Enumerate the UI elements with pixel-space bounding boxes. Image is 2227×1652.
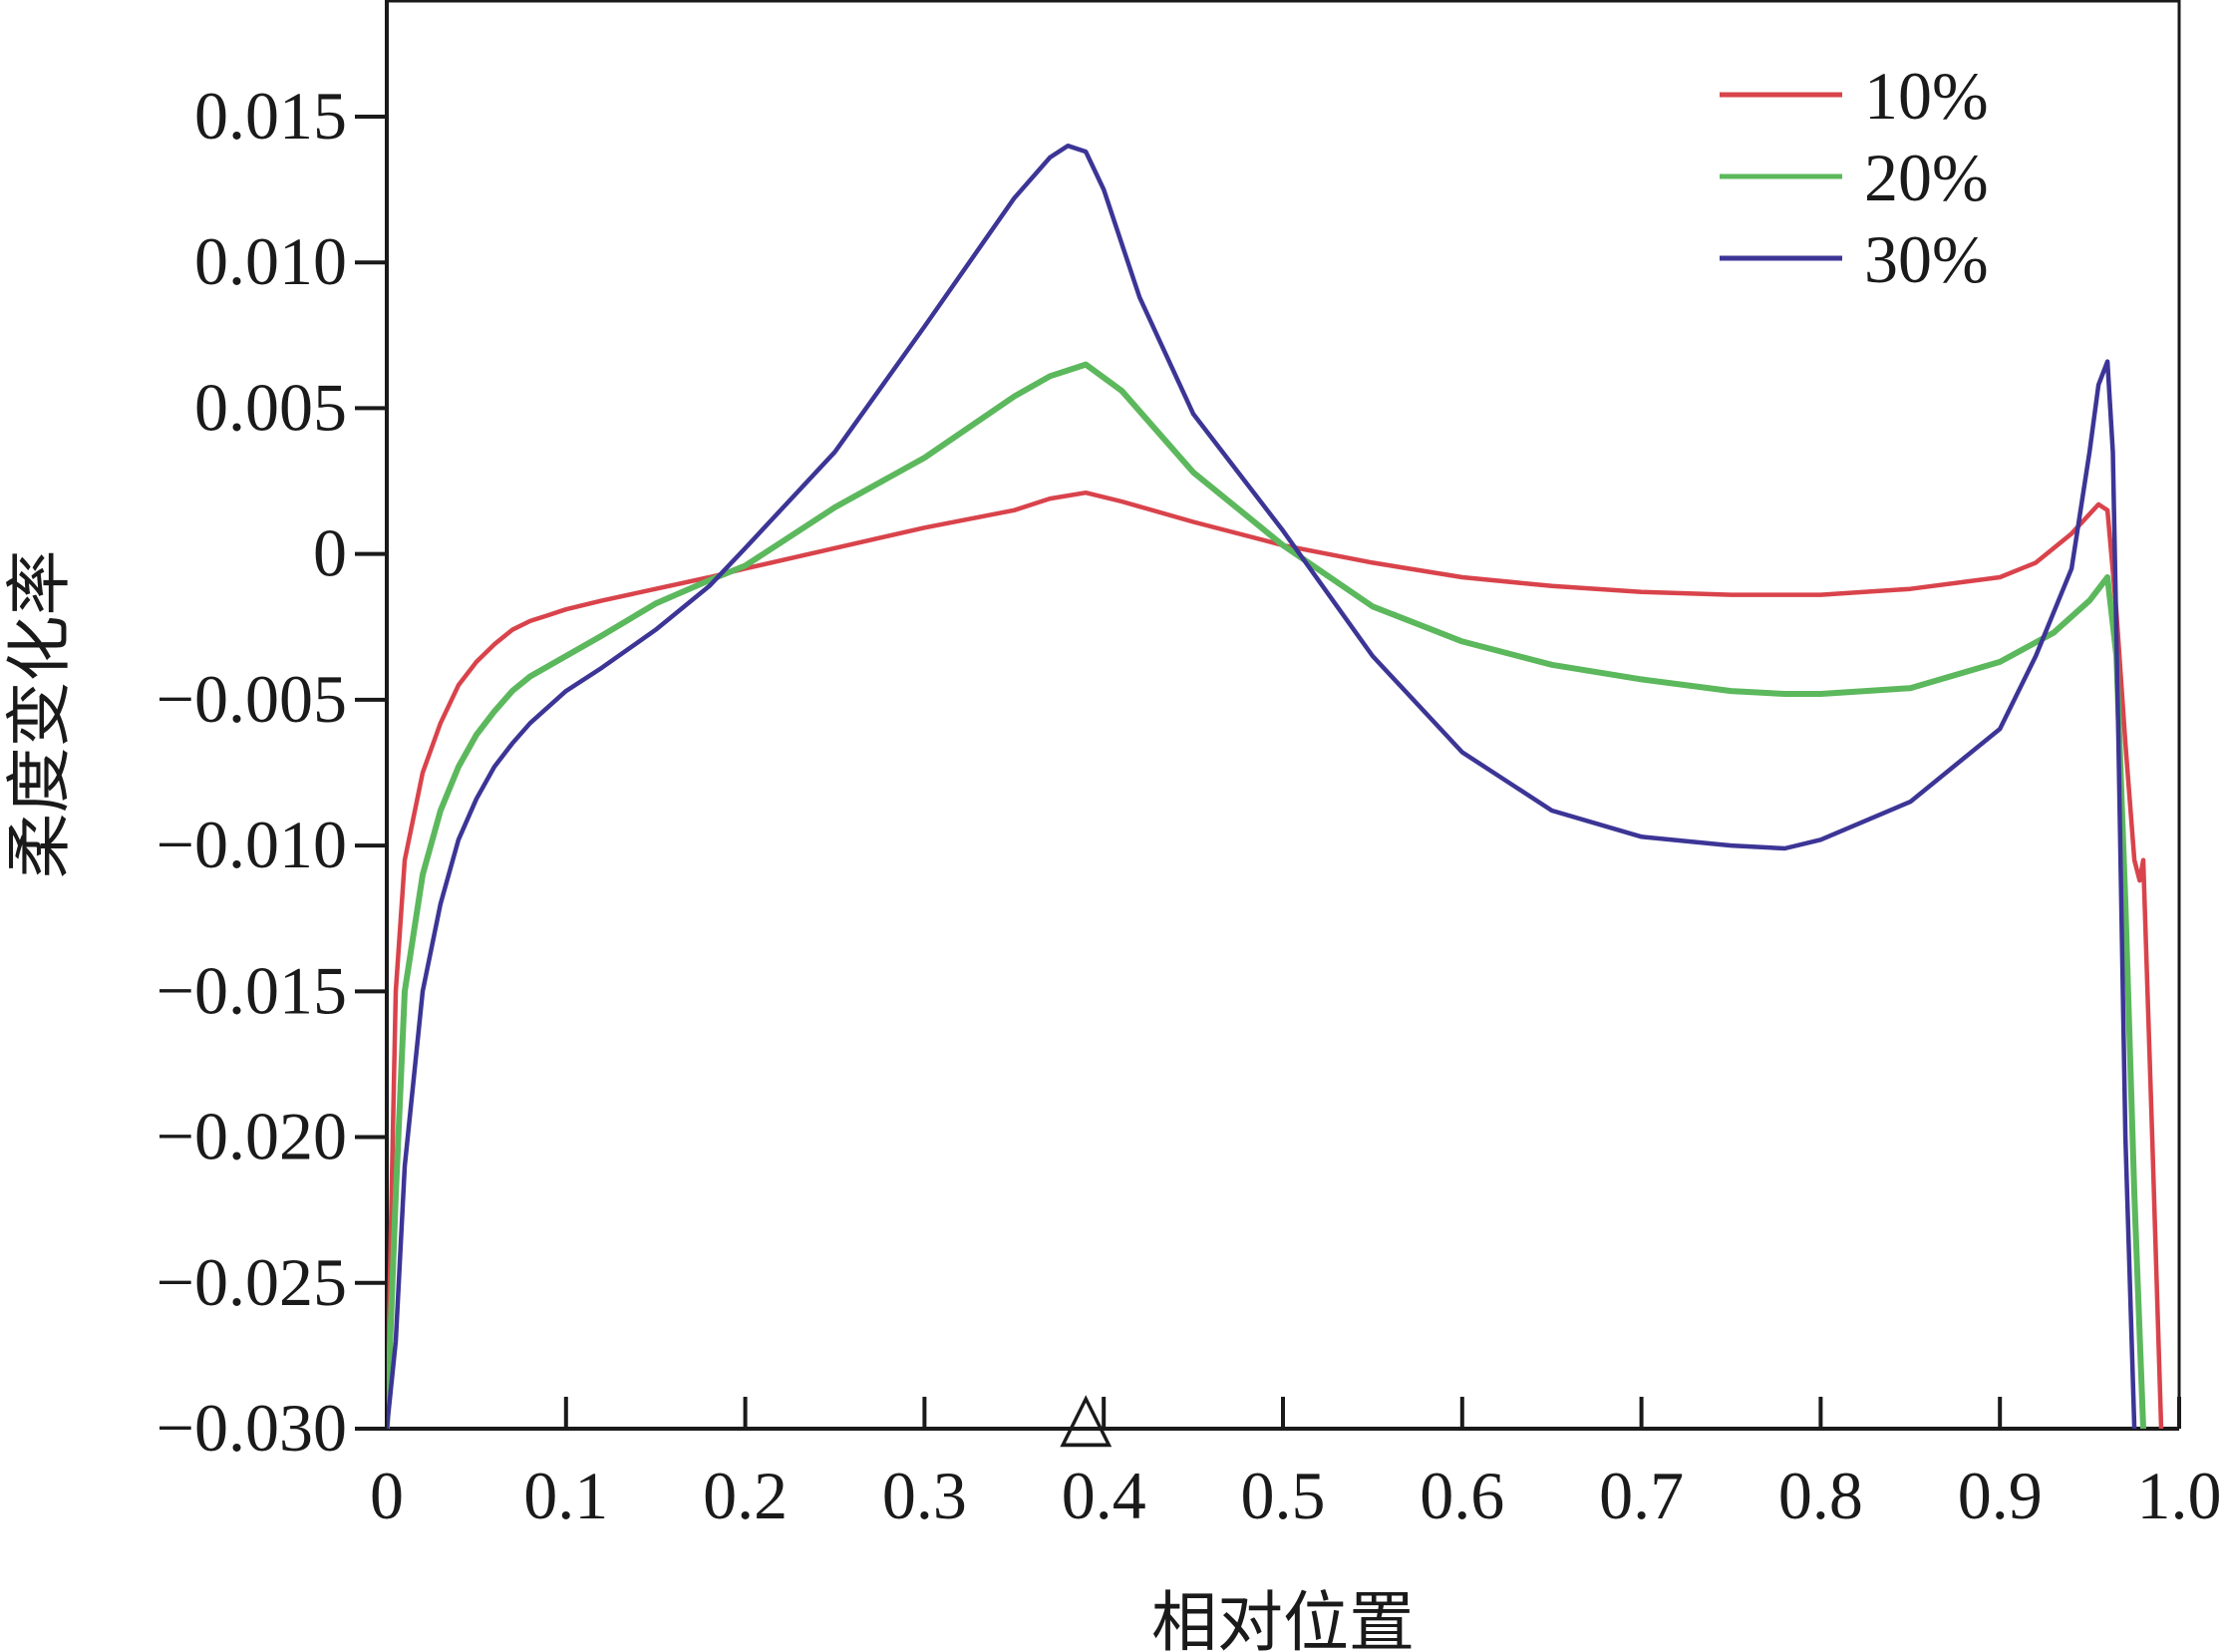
x-tick-label: 0.8 <box>1778 1458 1863 1533</box>
x-tick-label: 0.5 <box>1241 1458 1326 1533</box>
y-tick-label: −0.020 <box>157 1099 347 1174</box>
x-tick-label: 1.0 <box>2137 1458 2222 1533</box>
position-marker: △ <box>1060 1378 1113 1454</box>
x-tick-label: 0.7 <box>1599 1458 1684 1533</box>
x-tick-label: 0.3 <box>882 1458 967 1533</box>
x-tick-label: 0.4 <box>1062 1458 1146 1533</box>
y-tick-label: −0.015 <box>157 952 347 1028</box>
y-tick-label: −0.025 <box>157 1244 347 1320</box>
y-tick-label: −0.030 <box>157 1390 347 1466</box>
series-line-10pct <box>387 490 2164 1429</box>
legend: 10%20%30% <box>1720 58 1989 297</box>
legend-label: 20% <box>1864 140 1989 215</box>
series-line-30pct <box>387 143 2137 1429</box>
x-tick-label: 0.9 <box>1958 1458 2043 1533</box>
x-tick-label: 0 <box>370 1458 404 1533</box>
series-line-20pct <box>387 361 2146 1429</box>
y-axis-title: 柔度变化率 <box>1 550 78 879</box>
x-tick-label: 0.1 <box>523 1458 608 1533</box>
y-tick-label: 0.005 <box>194 369 347 445</box>
x-tick-label: 0.6 <box>1420 1458 1504 1533</box>
series-layer <box>387 143 2164 1429</box>
y-tick-label: 0.010 <box>194 223 347 299</box>
y-axis: −0.030 −0.025 −0.020 −0.015 −0.010 −0.005 0 0.0… <box>157 78 387 1466</box>
x-tick-label: 0.2 <box>703 1458 788 1533</box>
legend-label: 10% <box>1864 58 1989 134</box>
y-tick-label: −0.010 <box>157 807 347 882</box>
x-axis-title: 相对位置 <box>1151 1584 1415 1652</box>
y-tick-label: −0.005 <box>157 661 347 737</box>
x-axis: 0 0.1 0.2 0.3 0.4 0.5 0.6 0.7 0.8 0.9 1.0 <box>370 1397 2222 1533</box>
y-tick-label: 0.015 <box>194 78 347 154</box>
y-tick-label: 0 <box>313 515 347 591</box>
legend-label: 30% <box>1864 221 1989 297</box>
plot-frame <box>385 0 2181 1431</box>
